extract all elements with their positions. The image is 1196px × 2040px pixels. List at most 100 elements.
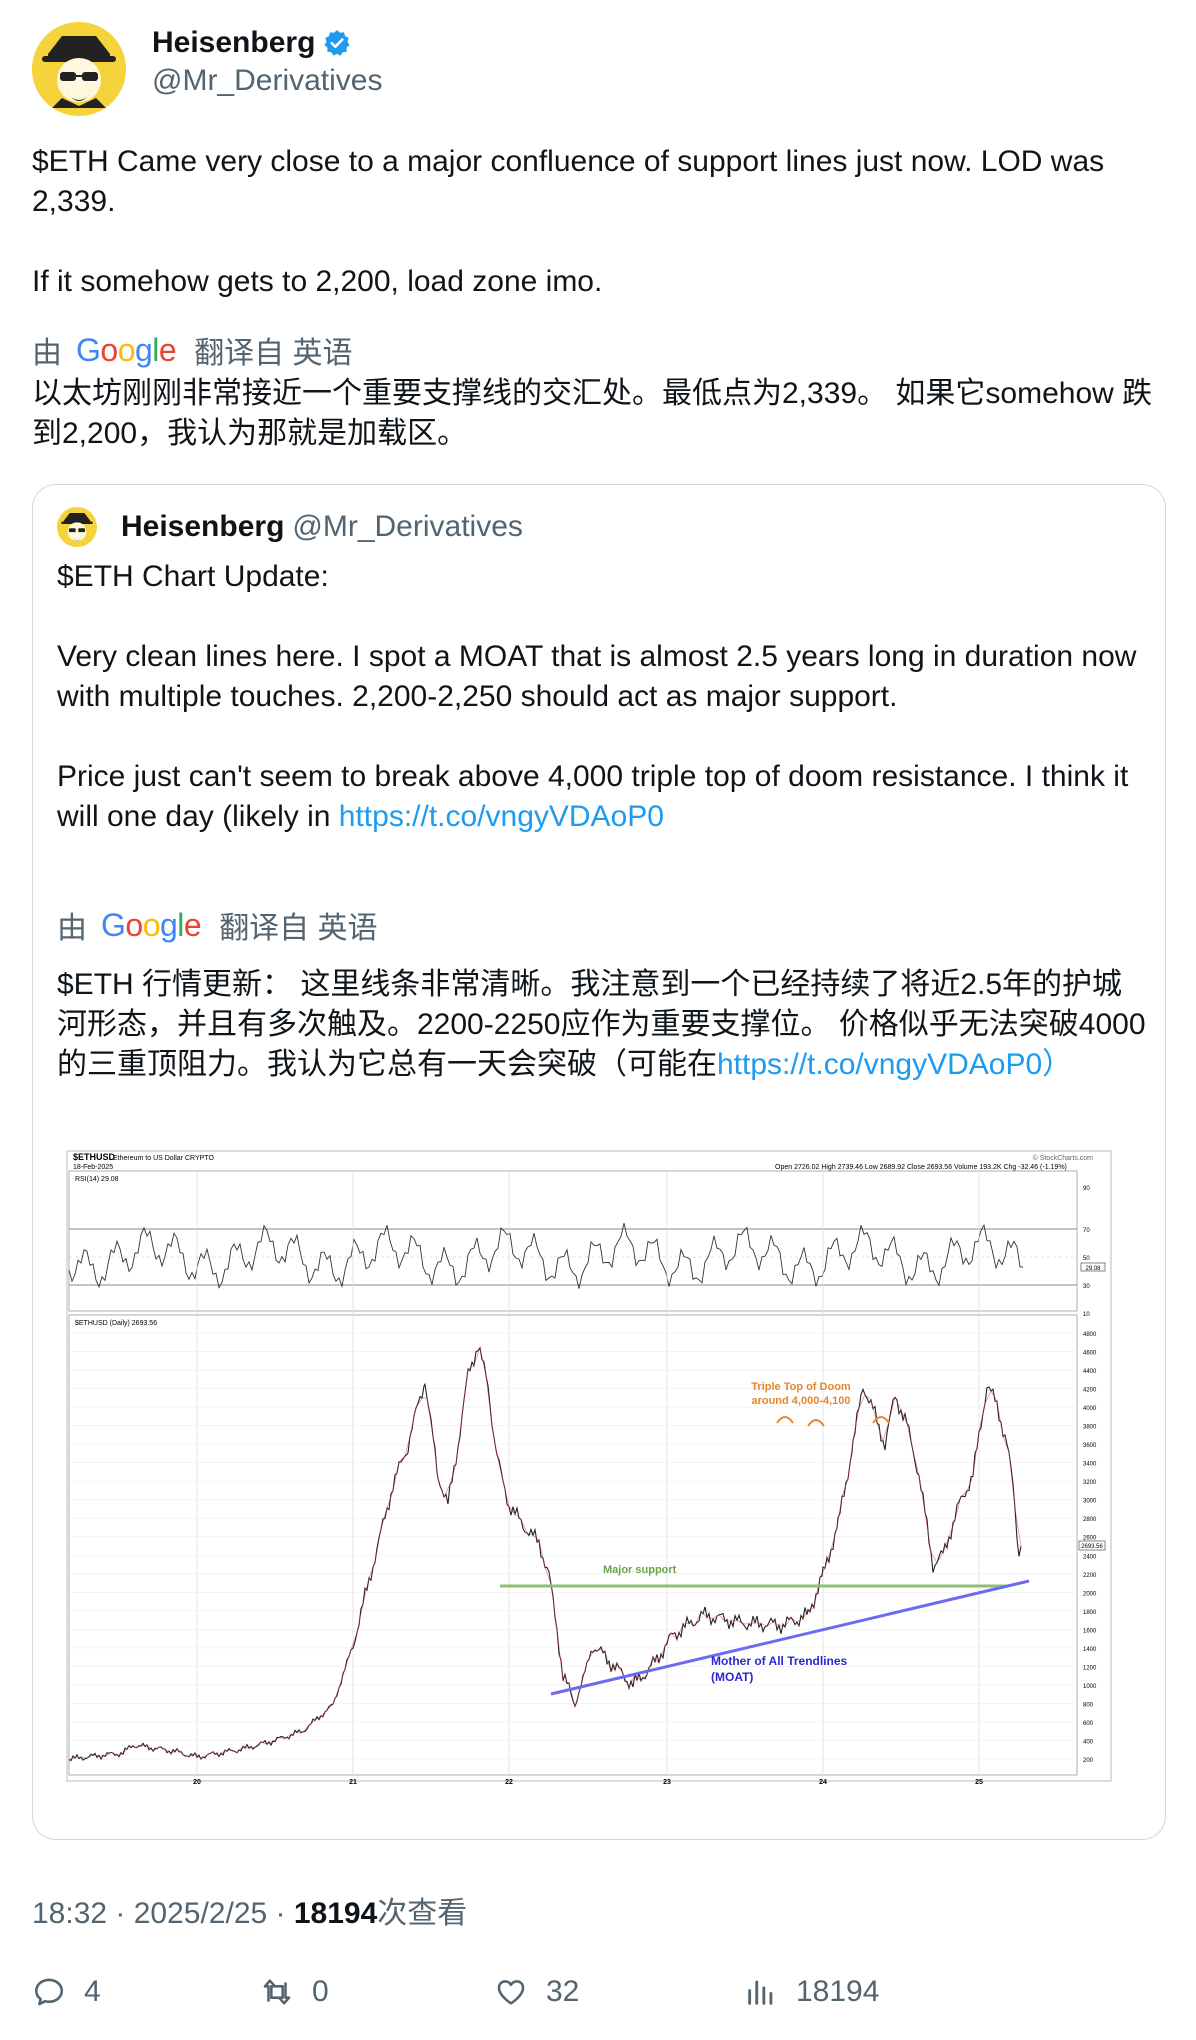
action-bar: 4 0 32 18194	[32, 1975, 1132, 2019]
quoted-translated-text: $ETH 行情更新： 这里线条非常清晰。我注意到一个已经持续了将近2.5年的护城…	[57, 965, 1147, 1085]
x-tick-label: 21	[349, 1779, 357, 1786]
rsi-tick-label: 90	[1083, 1186, 1090, 1192]
tweet-header: Heisenberg @Mr_Derivatives	[32, 22, 1152, 122]
price-tick-label: 2000	[1083, 1591, 1097, 1597]
quoted-avatar[interactable]	[57, 507, 97, 547]
translation-attribution[interactable]: 由 Google 翻译自 英语	[32, 328, 353, 372]
chart-ohlc: Open 2726.02 High 2739.46 Low 2689.92 Cl…	[775, 1164, 1067, 1171]
rsi-tick-label: 10	[1083, 1312, 1090, 1318]
quoted-text: $ETH Chart Update: Very clean lines here…	[57, 557, 1147, 837]
price-series-down	[68, 1346, 1022, 1760]
rsi-axis: 90 70 50 30 10	[1083, 1186, 1090, 1318]
price-tick-label: 2400	[1083, 1554, 1097, 1560]
triple-top-label-line1: Triple Top of Doom	[751, 1381, 851, 1393]
major-support-label: Major support	[603, 1564, 677, 1576]
price-tick-label: 4800	[1083, 1332, 1097, 1338]
views-count: 18194	[293, 1897, 378, 1930]
rsi-line	[68, 1222, 1024, 1289]
translate-from-label: 翻译自 英语	[194, 337, 353, 370]
price-tick-label: 3200	[1083, 1480, 1097, 1486]
quoted-display-name[interactable]: Heisenberg	[121, 510, 285, 543]
price-tick-label: 3400	[1083, 1462, 1097, 1468]
price-tick-label: 4200	[1083, 1388, 1097, 1394]
quoted-translated-link[interactable]: https://t.co/vngyVDAoP0）	[717, 1048, 1073, 1081]
views-label: 次查看	[377, 1897, 468, 1930]
google-logo-icon: Google	[76, 331, 177, 368]
tweet-meta: 18:32 · 2025/2/25 · 18194次查看	[32, 1888, 467, 1932]
top-arc-3	[872, 1416, 890, 1424]
price-tick-label: 4400	[1083, 1369, 1097, 1375]
quoted-tweet[interactable]: Heisenberg @Mr_Derivatives $ETH Chart Up…	[32, 484, 1166, 1840]
x-tick-label: 20	[193, 1779, 201, 1786]
top-arc-1	[776, 1416, 794, 1424]
x-tick-label: 23	[663, 1779, 671, 1786]
reply-button[interactable]: 4	[32, 1975, 101, 2009]
price-tick-label: 1200	[1083, 1665, 1097, 1671]
price-tick-label: 600	[1083, 1721, 1094, 1727]
google-logo-icon: Google	[101, 906, 202, 943]
views-action-count: 18194	[796, 1975, 880, 2008]
x-tick-label: 24	[819, 1779, 827, 1786]
author-handle[interactable]: @Mr_Derivatives	[152, 64, 383, 97]
reply-count: 4	[84, 1975, 101, 2008]
price-tick-label: 3000	[1083, 1499, 1097, 1505]
quoted-translated-body: $ETH 行情更新： 这里线条非常清晰。我注意到一个已经持续了将近2.5年的护城…	[57, 968, 1146, 1081]
rsi-label: RSI(14) 29.08	[75, 1176, 119, 1183]
price-tick-label: 2600	[1083, 1536, 1097, 1542]
avatar[interactable]	[32, 22, 126, 116]
heisenberg-avatar-icon	[32, 22, 126, 116]
tweet-text: $ETH Came very close to a major confluen…	[32, 145, 1105, 298]
retweet-icon	[263, 1979, 291, 2005]
quoted-text-body: $ETH Chart Update: Very clean lines here…	[57, 560, 1137, 833]
price-tick-label: 3600	[1083, 1443, 1097, 1449]
price-tick-label: 1400	[1083, 1647, 1097, 1653]
translated-text: 以太坊刚刚非常接近一个重要支撑线的交汇处。最低点为2,339。 如果它someh…	[32, 377, 1153, 450]
verified-badge-icon	[324, 30, 350, 56]
like-button[interactable]: 32	[494, 1975, 579, 2009]
price-tick-label: 1000	[1083, 1684, 1097, 1690]
top-arc-2	[807, 1419, 825, 1427]
chart-grid	[69, 1171, 1077, 1775]
heisenberg-avatar-icon	[57, 507, 97, 547]
quoted-translation-attribution[interactable]: 由 Google 翻译自 英语	[57, 903, 378, 947]
rsi-tick-label: 50	[1083, 1256, 1090, 1262]
chart-subtitle: Ethereum to US Dollar CRYPTO	[113, 1155, 214, 1162]
price-panel-label: $ETHUSD (Daily) 2693.56	[75, 1320, 157, 1327]
chart-date: 18-Feb-2025	[73, 1164, 113, 1171]
translate-by-label: 由	[57, 912, 87, 945]
eth-chart: $ETHUSD Ethereum to US Dollar CRYPTO 18-…	[66, 1150, 1112, 1786]
quoted-handle[interactable]: @Mr_Derivatives	[292, 510, 523, 543]
x-tick-label: 22	[505, 1779, 513, 1786]
tweet-timestamp[interactable]: 18:32 · 2025/2/25 ·	[32, 1897, 294, 1930]
price-tick-label: 1600	[1083, 1628, 1097, 1634]
price-tick-label: 3800	[1083, 1425, 1097, 1431]
analytics-icon	[748, 1980, 773, 2005]
rsi-tick-label: 30	[1083, 1284, 1090, 1290]
retweet-button[interactable]: 0	[260, 1975, 329, 2009]
heart-icon	[497, 1980, 525, 2005]
chart-source: © StockCharts.com	[1033, 1154, 1094, 1162]
moat-label-line2: (MOAT)	[711, 1670, 753, 1684]
x-tick-label: 25	[975, 1779, 983, 1786]
price-tick-label: 2200	[1083, 1573, 1097, 1579]
views-button[interactable]: 18194	[744, 1975, 879, 2009]
chart-symbol: $ETHUSD	[73, 1152, 116, 1162]
price-axis: 4800 4600 4400 4200 4000 3800 3600 3400 3200 3000…	[1083, 1332, 1097, 1764]
price-tick-label: 800	[1083, 1702, 1094, 1708]
author-display-name[interactable]: Heisenberg	[152, 26, 316, 59]
price-tick-label: 200	[1083, 1758, 1094, 1764]
quoted-link[interactable]: https://t.co/vngyVDAoP0	[338, 800, 664, 833]
moat-trendline	[550, 1579, 1030, 1696]
translate-from-label: 翻译自 英语	[219, 912, 378, 945]
chart-image[interactable]: $ETHUSD Ethereum to US Dollar CRYPTO 18-…	[63, 1145, 1143, 1795]
price-tick-label: 4600	[1083, 1351, 1097, 1357]
retweet-count: 0	[312, 1975, 329, 2008]
rsi-tick-label: 70	[1083, 1228, 1090, 1234]
rsi-value-tag: 29.08	[1085, 1266, 1101, 1272]
price-tick-label: 400	[1083, 1739, 1094, 1745]
price-tag: 2693.56	[1081, 1544, 1103, 1550]
price-tick-label: 1800	[1083, 1610, 1097, 1616]
price-tick-label: 4000	[1083, 1406, 1097, 1412]
price-tick-label: 2800	[1083, 1517, 1097, 1523]
like-count: 32	[546, 1975, 580, 2008]
